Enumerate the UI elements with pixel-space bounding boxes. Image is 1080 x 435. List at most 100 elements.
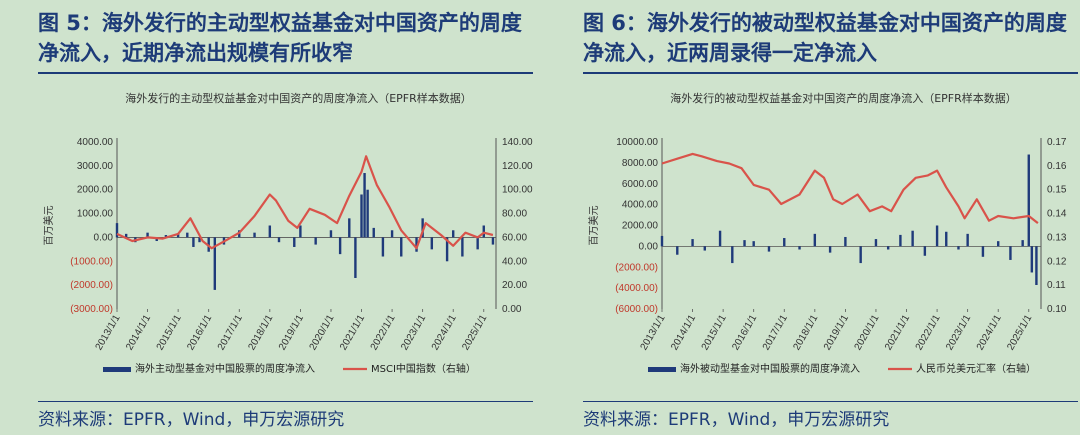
title-divider [38,72,533,74]
x-tick-label: 2015/1/1 [700,313,729,353]
bar [911,230,914,247]
y2-tick-label: 80.00 [502,209,527,220]
x-tick-label: 2016/1/1 [730,313,759,353]
y-tick-label: 2000.00 [622,221,659,232]
chart-title: 海外发行的被动型权益基金对中国资产的周度净流入（EPFR样本数据） [670,91,1017,105]
x-tick-label: 2022/1/1 [369,313,398,353]
x-tick-label: 2018/1/1 [791,313,820,353]
y-tick-label: 3000.00 [77,161,114,172]
bar [400,237,403,257]
y2-tick-label: 0.10 [1047,304,1067,315]
bar [923,246,927,256]
bar [731,246,734,264]
x-tick-label: 2021/1/1 [338,313,367,353]
x-tick-label: 2020/1/1 [853,313,882,353]
bar [886,246,890,250]
x-tick-label: 2025/1/1 [460,313,489,353]
bar [390,230,394,238]
bar [372,227,375,238]
bar [452,230,455,238]
y-tick-label: (3000.00) [70,304,113,315]
y-tick-label: (2000.00) [615,262,658,273]
bar [966,233,969,247]
bar [798,246,801,250]
y-tick-label: (1000.00) [70,256,113,267]
x-tick-label: 2023/1/1 [944,313,973,353]
bar [1027,154,1030,247]
bar [146,232,149,238]
bar [997,241,1000,247]
x-tick-label: 2020/1/1 [308,313,337,353]
bar [348,218,351,238]
bar [381,237,385,257]
bar [415,237,418,252]
bar [360,194,363,238]
y2-tick-label: 0.15 [1047,185,1067,196]
bar [253,232,256,238]
x-tick-label: 2017/1/1 [761,313,790,353]
x-tick-label: 2014/1/1 [669,313,698,353]
bar [115,223,119,238]
y-tick-label: 2000.00 [77,185,114,196]
bar [1030,246,1034,273]
y-tick-label: (4000.00) [615,283,658,294]
y2-tick-label: 0.13 [1047,232,1067,243]
bar [354,237,357,278]
x-tick-label: 2021/1/1 [883,313,912,353]
bar [277,237,281,243]
bar [1021,240,1024,247]
source-note: 资料来源：EPFR，Wind，申万宏源研究 [38,410,345,430]
bar [703,246,706,251]
chart-title: 海外发行的主动型权益基金对中国资产的周度净流入（EPFR样本数据） [125,91,472,105]
x-tick-label: 2016/1/1 [185,313,214,353]
bar [874,239,878,247]
y2-tick-label: 0.12 [1047,256,1067,267]
bar [268,225,272,238]
source-divider [583,401,1078,402]
y2-tick-label: 0.17 [1047,137,1067,148]
y-tick-label: 8000.00 [622,158,659,169]
bar [813,233,817,247]
y-tick-label: 6000.00 [622,179,659,190]
figure-title: 图 5：海外发行的主动型权益基金对中国资产的周度净流入，近期净流出规模有所收窄 [38,11,522,65]
bar [981,246,985,257]
y-axis-label: 百万美元 [587,206,600,246]
y-tick-label: (2000.00) [70,280,113,291]
series-line [661,152,1039,224]
bar [957,246,960,250]
bar [213,237,217,290]
figure-5-panel: 图 5：海外发行的主动型权益基金对中国资产的周度净流入，近期净流出规模有所收窄 … [0,0,535,435]
bar [718,230,722,247]
bar [899,234,902,247]
y2-tick-label: 40.00 [502,256,527,267]
legend-swatch-bars [648,367,676,372]
chart-svg: 海外发行的主动型权益基金对中国资产的周度净流入（EPFR样本数据） 4000.00… [42,91,533,375]
y2-tick-label: 0.16 [1047,161,1067,172]
bar [482,225,485,238]
x-tick-label: 2024/1/1 [975,313,1004,353]
bar [186,232,189,238]
source-note: 资料来源：EPFR，Wind，申万宏源研究 [583,410,890,430]
y2-tick-label: 20.00 [502,280,527,291]
bar [476,237,479,250]
y-tick-label: 0.00 [639,241,659,252]
x-tick-label: 2017/1/1 [216,313,245,353]
x-tick-label: 2013/1/1 [639,313,668,353]
y2-tick-label: 0.11 [1047,280,1066,291]
bar [461,237,464,257]
bar [445,237,449,262]
figure-6-panel: 图 6：海外发行的被动型权益基金对中国资产的周度净流入，近两周录得一定净流入 海… [545,0,1080,435]
bar [691,239,694,247]
y2-tick-label: 60.00 [502,232,527,243]
y2-tick-label: 0.14 [1047,209,1067,220]
bar [314,237,317,245]
source-divider [38,401,533,402]
bar [421,218,424,238]
bar [1035,246,1038,285]
bar [859,246,862,264]
bar [1009,246,1012,260]
bar [828,246,832,253]
bar [299,225,302,238]
x-tick-label: 2018/1/1 [246,313,275,353]
bar [338,237,342,255]
